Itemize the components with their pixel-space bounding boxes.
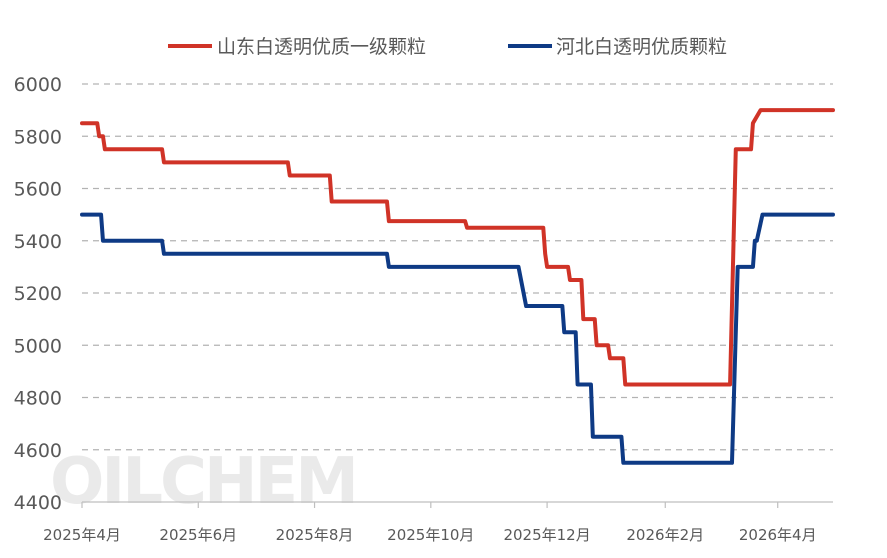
y-tick-label: 4400 bbox=[14, 492, 62, 514]
y-tick-label: 4600 bbox=[14, 440, 62, 462]
y-tick-label: 4800 bbox=[14, 388, 62, 410]
y-tick-label: 5400 bbox=[14, 231, 62, 253]
x-tick-label: 2026年4月 bbox=[739, 526, 817, 544]
legend-label-1: 山东白透明优质一级颗粒 bbox=[217, 36, 426, 58]
legend: 山东白透明优质一级颗粒 河北白透明优质颗粒 bbox=[168, 36, 727, 58]
y-tick-label: 6000 bbox=[14, 74, 62, 96]
x-tick-label: 2025年6月 bbox=[159, 526, 237, 544]
y-tick-label: 5800 bbox=[14, 126, 62, 148]
watermark-text: OILCHEM bbox=[50, 445, 356, 519]
series-line-2 bbox=[80, 212, 835, 465]
x-tick-label: 2025年10月 bbox=[387, 526, 474, 544]
grid-lines bbox=[82, 83, 833, 451]
x-tick-label: 2025年8月 bbox=[276, 526, 354, 544]
watermark: OILCHEM bbox=[50, 445, 359, 519]
x-tick-label: 2025年12月 bbox=[503, 526, 590, 544]
x-tick-label: 2025年4月 bbox=[43, 526, 121, 544]
y-tick-label: 5600 bbox=[14, 179, 62, 201]
x-tick-label: 2026年2月 bbox=[626, 526, 704, 544]
axes: 4400 4600 4800 5000 5200 5400 5600 5800 6000 2025… bbox=[14, 74, 833, 544]
y-tick-label: 5000 bbox=[14, 335, 62, 357]
series-line-1 bbox=[80, 108, 835, 387]
legend-label-2: 河北白透明优质颗粒 bbox=[556, 36, 727, 58]
series-lines bbox=[80, 108, 835, 465]
y-tick-label: 5200 bbox=[14, 283, 62, 305]
